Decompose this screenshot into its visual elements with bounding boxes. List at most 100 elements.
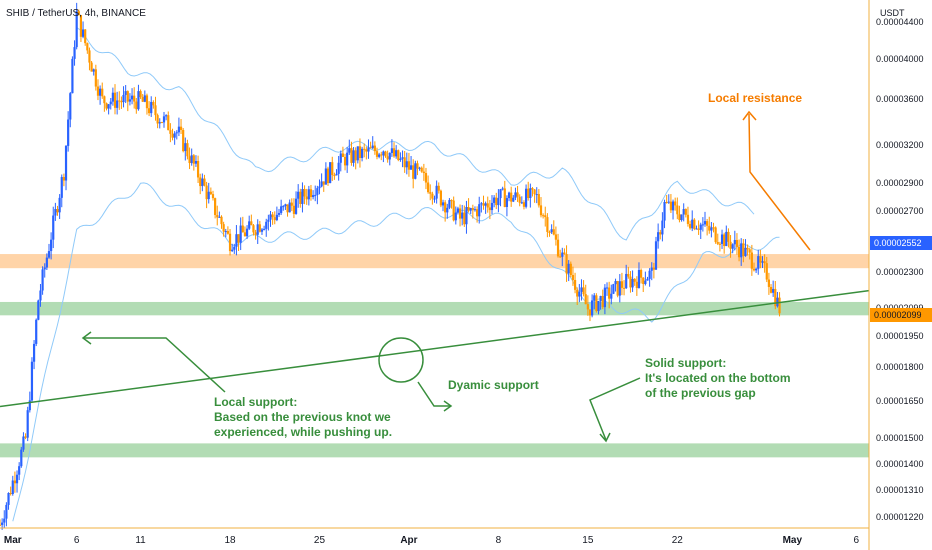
candle (158, 118, 161, 129)
candle (47, 243, 51, 259)
resistance-arrow[interactable] (748, 113, 811, 251)
candle (45, 253, 48, 271)
candle (759, 249, 762, 269)
candle (650, 262, 653, 281)
candle (671, 199, 675, 220)
candle (507, 191, 511, 202)
candle (269, 210, 272, 227)
candle (706, 218, 709, 236)
currency-unit-label[interactable]: USDT (880, 8, 905, 18)
candle (326, 166, 330, 186)
candle (307, 185, 310, 206)
solid-support-arrow[interactable] (589, 377, 641, 441)
candle (5, 502, 8, 527)
candle (593, 293, 596, 310)
candle (499, 188, 502, 207)
candle (382, 150, 385, 163)
candle (657, 223, 660, 249)
candle (18, 462, 21, 481)
candle (667, 194, 670, 204)
candle (778, 292, 781, 317)
candle (205, 181, 208, 209)
candle (352, 147, 355, 167)
candle (524, 184, 528, 209)
local-support-arrow[interactable] (84, 337, 226, 393)
candle (637, 262, 641, 289)
candle (723, 232, 726, 254)
candle (56, 205, 59, 216)
candle (141, 94, 144, 102)
candle (99, 85, 102, 105)
candle (145, 93, 149, 115)
candle (441, 199, 445, 212)
candle (618, 274, 621, 303)
candle (674, 197, 677, 211)
candle (439, 189, 442, 208)
local-support-label: Local support: Based on the previous kno… (214, 395, 392, 440)
candle (644, 271, 647, 286)
candle (299, 188, 302, 208)
candle (616, 280, 619, 298)
dynamic-support-trendline[interactable] (0, 289, 870, 408)
candle (631, 270, 634, 292)
candle (235, 225, 238, 256)
support-price-tag: 0.00002099 (870, 308, 932, 322)
candle (486, 196, 489, 213)
time-tick-label: 8 (495, 535, 502, 546)
candle (284, 203, 287, 210)
solid-support-arrowhead (599, 432, 611, 443)
candle (126, 90, 129, 112)
candle (179, 118, 183, 135)
candle (458, 204, 462, 227)
candle (160, 121, 163, 124)
candle (533, 188, 536, 203)
candle (720, 229, 724, 249)
candle (588, 309, 592, 322)
candle (686, 206, 690, 227)
candle (369, 141, 372, 149)
dynamic-support-arrow[interactable] (417, 381, 451, 407)
candle (407, 152, 411, 177)
candle (250, 214, 253, 226)
candle (3, 510, 6, 529)
candle (9, 486, 12, 496)
candle (652, 262, 655, 279)
candle (708, 216, 711, 234)
candle (309, 184, 313, 201)
candle (450, 199, 453, 209)
candle (573, 272, 577, 294)
candle (143, 90, 146, 103)
candle (297, 184, 300, 208)
local-support-zone[interactable] (0, 443, 869, 458)
price-tick-label: 0.00002900 (876, 177, 924, 188)
candle (456, 206, 460, 215)
local-support-arrowhead (81, 331, 92, 345)
candle (133, 87, 136, 109)
candle (546, 213, 549, 238)
candle (216, 205, 219, 226)
candle (431, 191, 434, 205)
candle (712, 222, 715, 233)
price-tick-label: 0.00004400 (876, 16, 924, 27)
candle (162, 111, 166, 128)
candle (343, 153, 347, 171)
price-tick-label: 0.00001650 (876, 395, 924, 406)
highlight-circle[interactable] (378, 337, 424, 383)
candle (682, 203, 685, 222)
candle (107, 103, 110, 115)
candle (703, 211, 707, 227)
candle (642, 277, 645, 293)
candle (147, 101, 151, 117)
time-tick-label: May (782, 535, 803, 546)
candle (363, 143, 366, 158)
candle (322, 181, 325, 192)
candle (316, 185, 319, 205)
candle (757, 249, 760, 275)
candle (716, 233, 719, 246)
candle (371, 136, 374, 150)
solid-support-zone[interactable] (0, 301, 869, 316)
candle (769, 284, 773, 294)
candlesticks (0, 2, 781, 530)
